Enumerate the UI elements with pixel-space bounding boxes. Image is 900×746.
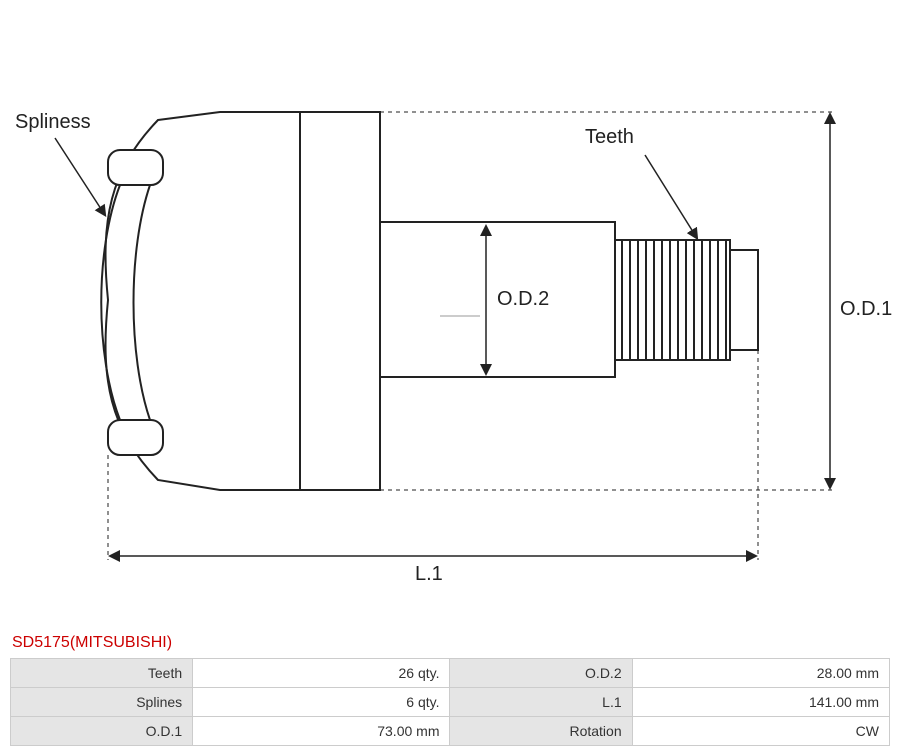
spec-label: Splines <box>11 688 193 717</box>
spec-value: CW <box>632 717 889 746</box>
teeth-section <box>615 240 730 360</box>
table-row: Splines 6 qty. L.1 141.00 mm <box>11 688 890 717</box>
spec-label: L.1 <box>450 688 632 717</box>
part-diagram: O.D.2 O.D.1 L.1 Spliness Teeth <box>0 0 900 620</box>
label-od2: O.D.2 <box>497 288 549 310</box>
spec-value: 28.00 mm <box>632 659 889 688</box>
annotation-spliness: Spliness <box>15 111 103 212</box>
annotation-teeth: Teeth <box>585 126 695 235</box>
spec-value: 26 qty. <box>193 659 450 688</box>
spec-value: 73.00 mm <box>193 717 450 746</box>
spec-value: 141.00 mm <box>632 688 889 717</box>
label-spliness: Spliness <box>15 111 91 133</box>
label-od1: O.D.1 <box>840 298 892 320</box>
spec-label: Rotation <box>450 717 632 746</box>
spec-label: Teeth <box>11 659 193 688</box>
spec-value: 6 qty. <box>193 688 450 717</box>
part-title: SD5175(MITSUBISHI) <box>12 634 172 652</box>
table-row: Teeth 26 qty. O.D.2 28.00 mm <box>11 659 890 688</box>
spec-label: O.D.2 <box>450 659 632 688</box>
label-l1: L.1 <box>415 563 443 585</box>
spec-label: O.D.1 <box>11 717 193 746</box>
part-outline <box>101 112 758 490</box>
table-row: O.D.1 73.00 mm Rotation CW <box>11 717 890 746</box>
spec-table: Teeth 26 qty. O.D.2 28.00 mm Splines 6 q… <box>10 658 890 746</box>
label-teeth: Teeth <box>585 126 634 148</box>
